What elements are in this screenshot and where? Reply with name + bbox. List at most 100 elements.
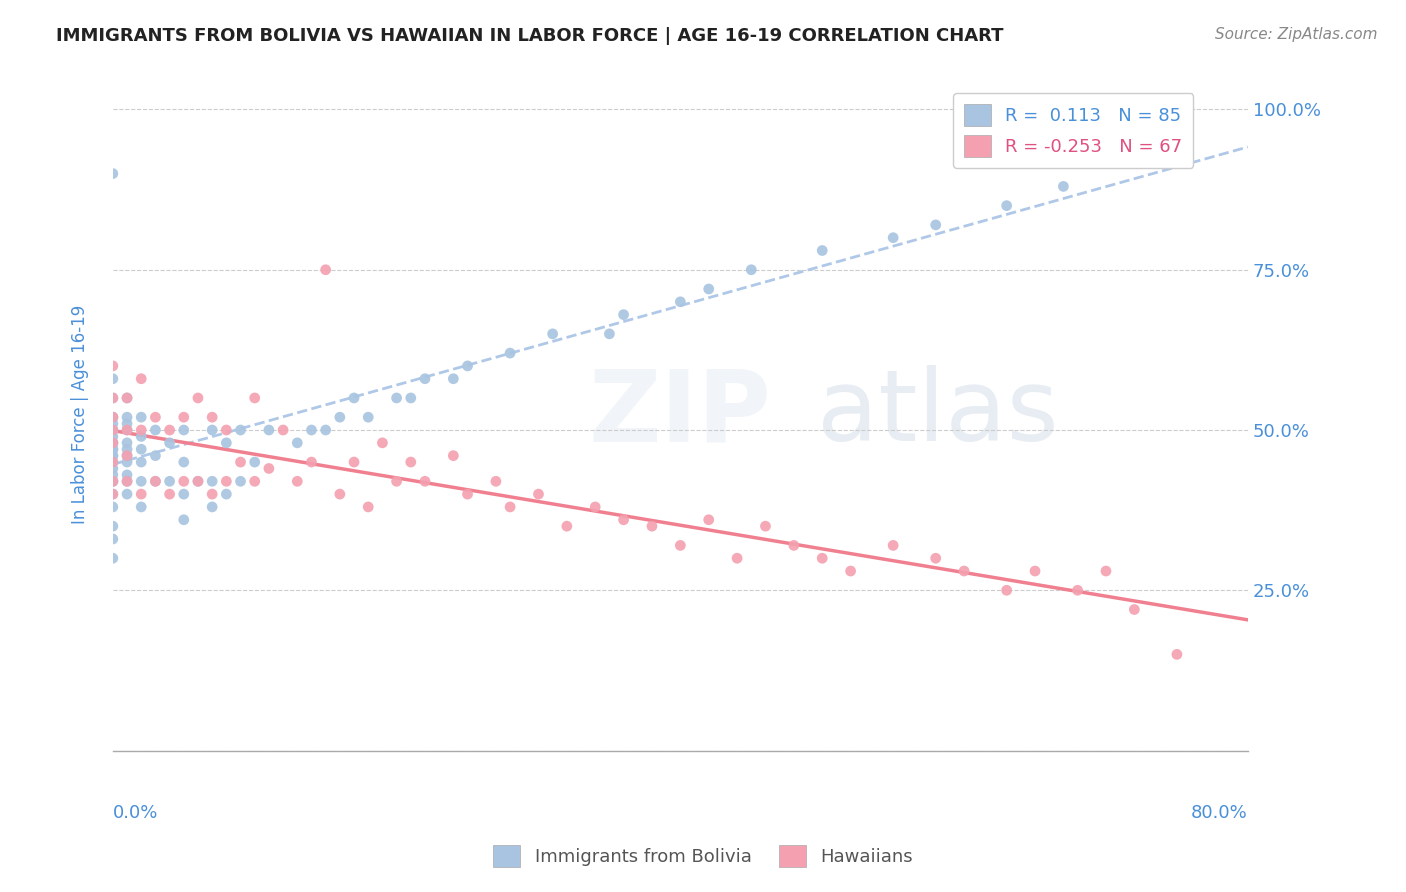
Point [243, 391, 266, 405]
Point [215, 475, 238, 489]
Point [173, 423, 195, 437]
Point [754, 519, 776, 533]
Point [271, 423, 294, 437]
Point [115, 435, 138, 450]
Point [173, 455, 195, 469]
Point [145, 423, 167, 437]
Point [101, 487, 124, 501]
Point [925, 551, 948, 566]
Point [129, 475, 152, 489]
Point [315, 423, 337, 437]
Point [187, 475, 209, 489]
Text: atlas: atlas [817, 366, 1059, 462]
Point [641, 519, 664, 533]
Point [115, 449, 138, 463]
Point [613, 513, 636, 527]
Point [583, 500, 606, 514]
Point [101, 455, 124, 469]
Point [457, 487, 479, 501]
Point [101, 423, 124, 437]
Point [811, 244, 834, 258]
Point [145, 410, 167, 425]
Point [101, 423, 124, 437]
Point [101, 435, 124, 450]
Point [187, 475, 209, 489]
Point [215, 435, 238, 450]
Point [243, 455, 266, 469]
Point [357, 410, 380, 425]
Point [173, 475, 195, 489]
Point [1123, 602, 1146, 616]
Point [115, 423, 138, 437]
Point [413, 475, 436, 489]
Point [115, 417, 138, 431]
Point [129, 423, 152, 437]
Point [343, 455, 366, 469]
Point [101, 449, 124, 463]
Point [201, 487, 224, 501]
Point [257, 423, 280, 437]
Point [811, 551, 834, 566]
Legend: R =  0.113   N = 85, R = -0.253   N = 67: R = 0.113 N = 85, R = -0.253 N = 67 [953, 93, 1194, 168]
Point [953, 564, 976, 578]
Point [229, 423, 252, 437]
Point [285, 435, 308, 450]
Point [201, 475, 224, 489]
Point [101, 461, 124, 475]
Text: 80.0%: 80.0% [1191, 805, 1249, 822]
Point [159, 423, 181, 437]
Point [101, 167, 124, 181]
Point [173, 487, 195, 501]
Point [399, 391, 422, 405]
Text: Source: ZipAtlas.com: Source: ZipAtlas.com [1215, 27, 1378, 42]
Point [145, 449, 167, 463]
Point [101, 410, 124, 425]
Point [115, 449, 138, 463]
Point [101, 435, 124, 450]
Point [441, 372, 464, 386]
Point [669, 538, 692, 552]
Point [1095, 564, 1118, 578]
Point [315, 262, 337, 277]
Point [129, 455, 152, 469]
Point [101, 410, 124, 425]
Point [101, 455, 124, 469]
Point [485, 475, 508, 489]
Point [1052, 179, 1074, 194]
Point [215, 423, 238, 437]
Point [101, 449, 124, 463]
Point [101, 487, 124, 501]
Point [257, 461, 280, 475]
Point [882, 538, 904, 552]
Point [201, 423, 224, 437]
Point [159, 487, 181, 501]
Point [101, 372, 124, 386]
Point [925, 218, 948, 232]
Point [243, 475, 266, 489]
Point [697, 513, 720, 527]
Point [329, 410, 352, 425]
Point [527, 487, 550, 501]
Text: ZIP: ZIP [589, 366, 772, 462]
Point [740, 262, 762, 277]
Point [101, 417, 124, 431]
Point [115, 391, 138, 405]
Point [441, 449, 464, 463]
Point [101, 429, 124, 443]
Point [101, 423, 124, 437]
Point [145, 475, 167, 489]
Point [457, 359, 479, 373]
Point [129, 500, 152, 514]
Point [101, 475, 124, 489]
Point [725, 551, 748, 566]
Point [115, 487, 138, 501]
Point [101, 391, 124, 405]
Point [541, 326, 564, 341]
Point [995, 199, 1018, 213]
Point [101, 500, 124, 514]
Point [697, 282, 720, 296]
Point [499, 346, 522, 360]
Point [129, 487, 152, 501]
Point [101, 391, 124, 405]
Point [129, 372, 152, 386]
